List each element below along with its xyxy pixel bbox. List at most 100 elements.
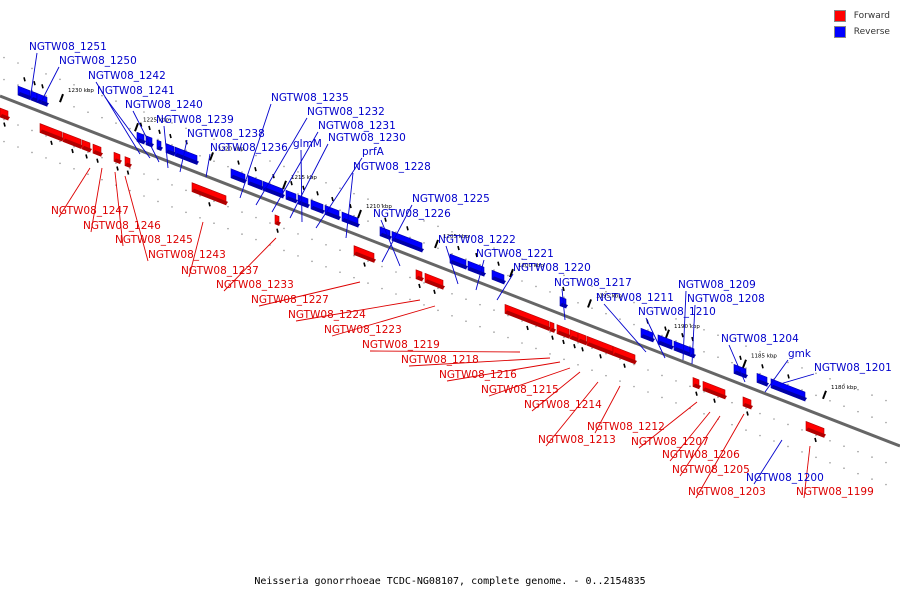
track-dot (745, 367, 747, 369)
locus-tick (50, 140, 53, 146)
locus-tick (787, 374, 790, 379)
track-dot (633, 363, 635, 366)
locus-tick (254, 166, 257, 172)
forward-gene-leader (695, 413, 745, 499)
track-dot (507, 336, 509, 339)
track-dot (507, 274, 509, 277)
track-dot (619, 380, 621, 382)
track-dot (885, 399, 887, 402)
track-dot (87, 111, 89, 114)
forward-gene-leader (258, 281, 361, 307)
track-dot (409, 214, 411, 217)
reverse-gene-label: NGTW08_1231 (318, 120, 396, 132)
gene-shadow (557, 330, 571, 339)
gene-shadow (641, 334, 655, 342)
track-dot (73, 105, 75, 108)
track-dot (409, 298, 411, 301)
forward-gene-leader (188, 221, 204, 278)
track-dot (129, 105, 131, 108)
track-dot (675, 318, 677, 320)
track-dot (731, 361, 733, 364)
track-dot (563, 296, 565, 299)
track-dot (535, 347, 537, 350)
track-dot (367, 198, 369, 200)
gene-shadow (492, 276, 506, 284)
track-dot (885, 421, 887, 424)
gene-shadow (63, 138, 83, 149)
reverse-gene-label: NGTW08_1200 (746, 472, 824, 484)
track-dot (157, 178, 159, 181)
reverse-gene-leader (29, 52, 38, 101)
track-dot (857, 450, 859, 453)
reverse-gene-label: NGTW08_1240 (125, 99, 203, 111)
track-dot (283, 165, 285, 168)
forward-gene-label: NGTW08_1207 (631, 436, 709, 448)
locus-tick (237, 160, 240, 165)
track-dot (297, 171, 299, 173)
track-dot (143, 173, 145, 175)
track-dot (843, 383, 845, 386)
track-dot (675, 340, 677, 342)
track-dot (549, 331, 551, 333)
track-dot (829, 439, 831, 442)
tick-mark (434, 239, 439, 249)
reverse-gene-label: glmM (293, 138, 322, 150)
track-dots (3, 56, 887, 486)
track-dot (87, 173, 89, 176)
track-dot (3, 118, 5, 121)
gene-shadow (743, 402, 753, 410)
locus-tick (623, 363, 626, 368)
locus-tick (681, 333, 684, 338)
track-dot (227, 143, 229, 146)
track-dot (675, 402, 677, 404)
track-dot (311, 260, 313, 263)
track-dot (773, 440, 775, 442)
track-dot (101, 156, 103, 159)
track-dot (3, 78, 5, 81)
track-dot (381, 265, 383, 268)
forward-gene-label: NGTW08_1219 (362, 339, 440, 351)
track-dot (871, 416, 873, 418)
gene-shadow (342, 218, 360, 228)
track-dot (129, 127, 131, 130)
track-dot (157, 116, 159, 119)
reverse-gene-label: NGTW08_1201 (814, 362, 892, 374)
gene-shadow (37, 99, 49, 107)
track-dot (647, 307, 649, 309)
track-dot (703, 412, 705, 415)
gene-shadow (734, 370, 748, 379)
track-dot (479, 241, 481, 244)
track-dot (843, 467, 845, 470)
scale-ticks: 1230 kbp 1225 kbp 1220 kbp 1215 kbp 1210 kbp… (59, 88, 857, 400)
track-dot (689, 345, 691, 348)
track-dot (339, 209, 341, 212)
track-dot (605, 352, 607, 355)
reverse-gene-leader (104, 96, 151, 159)
track-dot (507, 252, 509, 255)
track-dot (185, 189, 187, 192)
track-dot (717, 396, 719, 399)
locus-tick (814, 437, 817, 443)
tick-label: 1225 kbp (143, 117, 169, 123)
locus-tick (475, 252, 478, 258)
locus-tick (290, 180, 293, 186)
track-dot (255, 216, 257, 219)
reverse-gene-label: NGTW08_1225 (412, 193, 490, 205)
track-dot (115, 122, 117, 124)
track-dot (577, 363, 579, 366)
locus-tick (433, 289, 436, 294)
gene-shadow (18, 92, 32, 100)
track-dot (213, 160, 215, 163)
track-dot (101, 116, 103, 119)
track-dot (227, 165, 229, 168)
track-dot (437, 247, 439, 250)
forward-gene-label: NGTW08_1227 (251, 294, 329, 306)
gene-labels: NGTW08_1251 NGTW08_1250 NGTW08_1242 NGTW08_… (29, 41, 892, 498)
track-dot (703, 350, 705, 353)
track-dot (199, 194, 201, 197)
track-dot (801, 451, 803, 453)
tick-mark (509, 268, 514, 278)
track-dot (801, 367, 803, 369)
track-dot (577, 341, 579, 344)
track-dot (339, 249, 341, 252)
